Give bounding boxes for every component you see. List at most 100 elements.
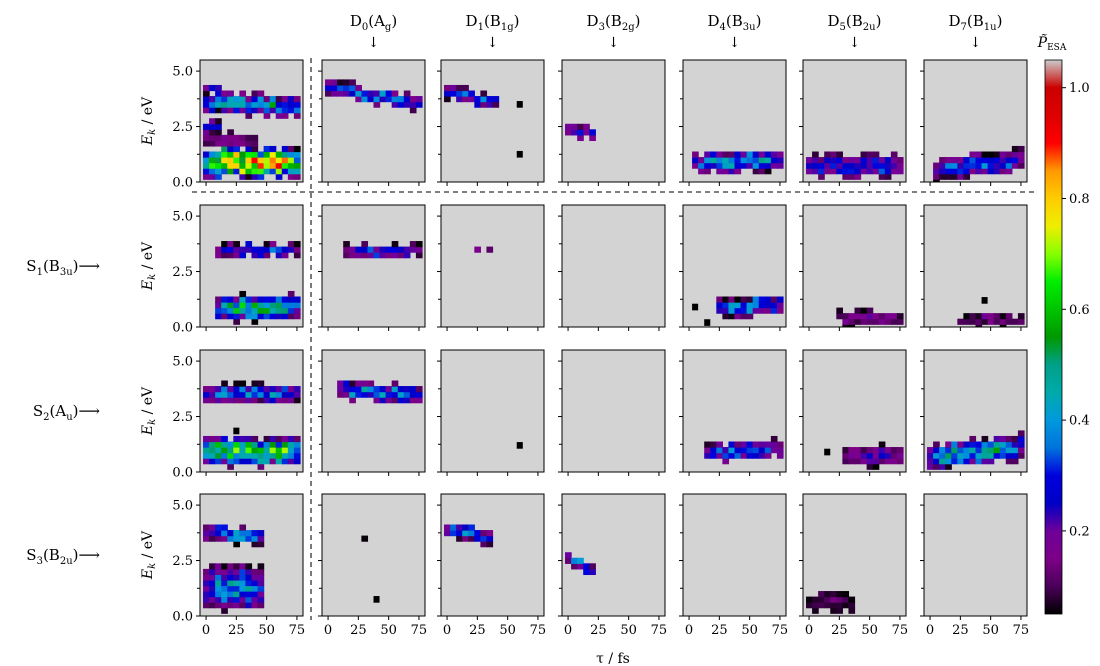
heatmap-cell (233, 541, 240, 548)
heatmap-cell (251, 101, 259, 108)
panel-r0-c1 (318, 59, 426, 186)
heatmap-cell (209, 524, 216, 531)
heatmap-cell (993, 435, 1001, 443)
heatmap-cell (951, 458, 958, 465)
heatmap-cell (734, 313, 742, 320)
heatmap-cell (981, 318, 989, 325)
heatmap-cell (251, 252, 259, 259)
heatmap-cell (415, 241, 423, 248)
heatmap-cell (233, 568, 240, 576)
heatmap-cell (221, 563, 228, 570)
heatmap-cell (209, 96, 216, 103)
heatmap-cell (486, 246, 494, 253)
heatmap-cell (860, 168, 868, 175)
heatmap-cell (975, 452, 983, 459)
heatmap-cell (583, 123, 590, 130)
heatmap-cell (275, 391, 283, 398)
heatmap-cell (293, 168, 301, 175)
heatmap-cell (293, 452, 301, 459)
heatmap-cell (842, 452, 850, 459)
heatmap-cell (975, 151, 983, 158)
heatmap-cell (281, 435, 289, 443)
heatmap-cell (933, 179, 940, 182)
heatmap-cell (239, 386, 247, 393)
heatmap-cell (257, 447, 265, 454)
heatmap-cell (975, 157, 983, 164)
heatmap-cell (957, 452, 964, 459)
heatmap-cell (957, 162, 964, 169)
heatmap-cell (836, 168, 843, 175)
heatmap-cell (951, 157, 958, 164)
heatmap-cell (933, 173, 940, 180)
panel-frame (321, 493, 426, 617)
heatmap-cell (975, 458, 983, 465)
heatmap-cell (281, 162, 289, 169)
heatmap-cell (227, 452, 234, 459)
heatmap-cell (728, 441, 736, 448)
heatmap-cell (896, 318, 904, 325)
heatmap-cell (728, 313, 736, 320)
heatmap-cell (403, 397, 411, 404)
heatmap-cell (397, 386, 405, 393)
heatmap-cell (963, 458, 971, 465)
heatmap-cell (215, 168, 222, 175)
colorbar-tick-label: 0.4 (1069, 414, 1090, 429)
heatmap-cell (251, 452, 259, 459)
y-tick-label: 5.0 (172, 355, 193, 370)
heatmap-cell (251, 96, 259, 103)
heatmap-cell (1005, 168, 1013, 175)
heatmap-cell (391, 380, 399, 387)
heatmap-cell (203, 157, 210, 164)
heatmap-cell (215, 123, 222, 130)
heatmap-cell (486, 96, 494, 103)
heatmap-cell (227, 386, 234, 393)
heatmap-cell (722, 452, 730, 459)
heatmap-cell (239, 296, 247, 303)
heatmap-cell (349, 252, 356, 259)
heatmap-cell (1005, 313, 1013, 320)
heatmap-cell (403, 252, 411, 259)
heatmap-cell (227, 252, 234, 259)
heatmap-cell (251, 386, 259, 393)
heatmap-cell (409, 107, 417, 114)
heatmap-cell (245, 112, 253, 119)
heatmap-cell (355, 84, 362, 92)
panel-background (322, 494, 425, 616)
heatmap-cell (257, 307, 265, 314)
heatmap-cell (987, 157, 995, 164)
heatmap-cell (239, 90, 247, 97)
heatmap-cell (848, 157, 856, 164)
heatmap-cell (872, 151, 880, 158)
heatmap-cell (571, 557, 578, 564)
heatmap-cell (215, 391, 222, 398)
panel-frame (199, 493, 304, 617)
heatmap-cell (999, 441, 1007, 448)
heatmap-cell (355, 246, 362, 253)
heatmap-cell (367, 380, 375, 387)
heatmap-cell (203, 579, 210, 587)
heatmap-cell (275, 168, 283, 175)
heatmap-cell (245, 302, 253, 309)
heatmap-cell (227, 145, 234, 153)
x-tick-label: 75 (289, 623, 306, 638)
heatmap-cell (866, 447, 874, 454)
heatmap-cell (969, 318, 977, 325)
heatmap-cell (872, 447, 880, 454)
heatmap-cell (263, 112, 271, 119)
panel-r2-c4 (679, 349, 787, 476)
panel-r1-c2 (437, 204, 545, 331)
heatmap-cell (233, 168, 240, 175)
heatmap-cell (999, 151, 1007, 158)
panel-frame (440, 493, 545, 617)
heatmap-cell (287, 296, 295, 303)
heatmap-cell (734, 302, 742, 309)
heatmap-speck (233, 427, 240, 435)
heatmap-cells (325, 79, 423, 114)
heatmap-cell (293, 112, 301, 119)
heatmap-cell (704, 151, 711, 158)
heatmap-cell (999, 162, 1007, 169)
heatmap-cell (866, 463, 874, 470)
heatmap-cell (263, 391, 271, 398)
x-tick-label: 25 (228, 623, 245, 638)
